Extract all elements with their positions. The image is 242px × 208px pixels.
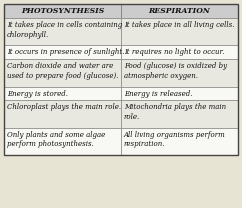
Text: Only plants and some algae
perform photosynthesis.: Only plants and some algae perform photo…: [7, 131, 105, 148]
Bar: [121, 128, 238, 155]
Bar: [121, 4, 238, 18]
Text: Energy is stored.: Energy is stored.: [7, 89, 68, 98]
Bar: [121, 100, 238, 128]
Bar: [121, 45, 238, 59]
Bar: [121, 18, 238, 45]
Bar: [4, 18, 121, 45]
Bar: [4, 59, 121, 87]
Text: Chloroplast plays the main role.: Chloroplast plays the main role.: [7, 103, 121, 111]
Bar: [4, 4, 238, 155]
Text: Mitochondria plays the main
role.: Mitochondria plays the main role.: [124, 103, 226, 121]
Text: It takes place in cells containing
chlorophyll.: It takes place in cells containing chlor…: [7, 21, 122, 39]
Text: It requires no light to occur.: It requires no light to occur.: [124, 48, 224, 56]
Text: Food (glucose) is oxidized by
atmospheric oxygen.: Food (glucose) is oxidized by atmospheri…: [124, 62, 227, 80]
Bar: [121, 87, 238, 100]
Text: RESPIRATION: RESPIRATION: [149, 7, 211, 15]
Text: PHOTOSYNTHESIS: PHOTOSYNTHESIS: [21, 7, 104, 15]
Bar: [121, 59, 238, 87]
Text: It occurs in presence of sunlight.: It occurs in presence of sunlight.: [7, 48, 124, 56]
Text: Energy is released.: Energy is released.: [124, 89, 192, 98]
Bar: [4, 128, 121, 155]
Text: Carbon dioxide and water are
used to prepare food (glucose).: Carbon dioxide and water are used to pre…: [7, 62, 119, 80]
Bar: [4, 45, 121, 59]
Bar: [4, 100, 121, 128]
Text: All living organisms perform
respiration.: All living organisms perform respiration…: [124, 131, 226, 148]
Text: It takes place in all living cells.: It takes place in all living cells.: [124, 21, 234, 29]
Bar: [4, 87, 121, 100]
Bar: [4, 4, 121, 18]
